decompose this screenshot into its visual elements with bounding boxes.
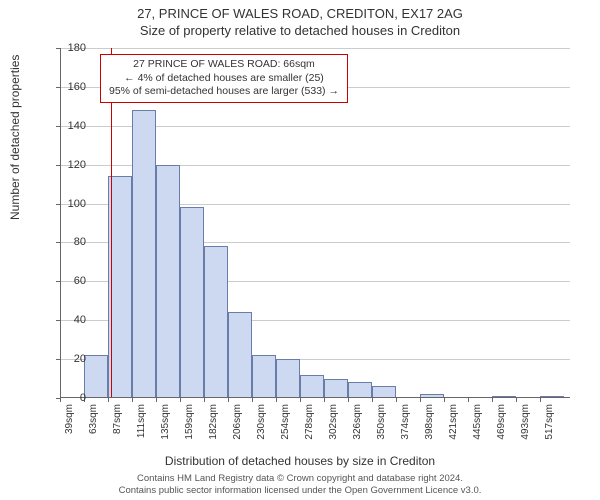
annotation-line: 95% of semi-detached houses are larger (… (109, 85, 339, 99)
x-tick-label: 350sqm (376, 404, 387, 444)
histogram-bar (252, 355, 276, 398)
x-tick-mark (372, 398, 373, 402)
grid-line (60, 48, 570, 49)
x-tick-label: 493sqm (520, 404, 531, 444)
x-tick-mark (228, 398, 229, 402)
x-tick-mark (492, 398, 493, 402)
x-tick-mark (180, 398, 181, 402)
x-tick-label: 326sqm (352, 404, 363, 444)
y-tick-label: 160 (60, 81, 86, 93)
x-tick-mark (276, 398, 277, 402)
x-tick-label: 39sqm (64, 404, 75, 444)
y-tick-label: 20 (60, 353, 86, 365)
x-tick-mark (348, 398, 349, 402)
x-tick-mark (540, 398, 541, 402)
y-tick-label: 0 (60, 392, 86, 404)
x-tick-mark (444, 398, 445, 402)
x-tick-label: 254sqm (280, 404, 291, 444)
histogram-bar (84, 355, 108, 398)
chart-title-sub: Size of property relative to detached ho… (0, 21, 600, 38)
x-tick-label: 159sqm (184, 404, 195, 444)
annotation-box: 27 PRINCE OF WALES ROAD: 66sqm← 4% of de… (100, 54, 348, 103)
x-tick-mark (420, 398, 421, 402)
x-tick-mark (300, 398, 301, 402)
x-tick-label: 421sqm (448, 404, 459, 444)
footer-line-2: Contains public sector information licen… (0, 485, 600, 497)
x-tick-mark (252, 398, 253, 402)
plot-area: 27 PRINCE OF WALES ROAD: 66sqm← 4% of de… (60, 48, 570, 398)
x-tick-mark (468, 398, 469, 402)
footer-line-1: Contains HM Land Registry data © Crown c… (0, 473, 600, 485)
histogram-bar (324, 379, 348, 398)
x-tick-mark (324, 398, 325, 402)
y-tick-label: 120 (60, 159, 86, 171)
x-tick-label: 445sqm (472, 404, 483, 444)
x-tick-label: 206sqm (232, 404, 243, 444)
x-tick-mark (396, 398, 397, 402)
x-tick-label: 182sqm (208, 404, 219, 444)
x-tick-label: 398sqm (424, 404, 435, 444)
annotation-line: 27 PRINCE OF WALES ROAD: 66sqm (109, 58, 339, 72)
footer-attribution: Contains HM Land Registry data © Crown c… (0, 473, 600, 497)
x-tick-label: 302sqm (328, 404, 339, 444)
y-tick-label: 100 (60, 198, 86, 210)
chart-title-main: 27, PRINCE OF WALES ROAD, CREDITON, EX17… (0, 0, 600, 21)
histogram-bar (300, 375, 324, 398)
histogram-bar (132, 110, 156, 398)
y-axis-line (60, 48, 61, 398)
x-tick-mark (156, 398, 157, 402)
histogram-bar (156, 165, 180, 398)
x-tick-label: 374sqm (400, 404, 411, 444)
histogram-bar (228, 312, 252, 398)
y-tick-label: 80 (60, 236, 86, 248)
y-tick-label: 140 (60, 120, 86, 132)
x-tick-mark (132, 398, 133, 402)
x-tick-label: 278sqm (304, 404, 315, 444)
histogram-bar (180, 207, 204, 398)
histogram-bar (276, 359, 300, 398)
x-tick-label: 230sqm (256, 404, 267, 444)
x-axis-line (60, 397, 570, 398)
x-tick-label: 63sqm (88, 404, 99, 444)
histogram-bar (204, 246, 228, 398)
y-tick-label: 40 (60, 314, 86, 326)
x-tick-label: 87sqm (112, 404, 123, 444)
x-tick-label: 135sqm (160, 404, 171, 444)
y-tick-label: 60 (60, 275, 86, 287)
x-tick-label: 111sqm (136, 404, 147, 444)
x-axis-label: Distribution of detached houses by size … (0, 454, 600, 468)
x-tick-mark (204, 398, 205, 402)
y-tick-label: 180 (60, 42, 86, 54)
x-tick-mark (516, 398, 517, 402)
x-tick-label: 469sqm (496, 404, 507, 444)
x-tick-mark (108, 398, 109, 402)
annotation-line: ← 4% of detached houses are smaller (25) (109, 72, 339, 86)
histogram-bar (348, 382, 372, 398)
y-axis-label: Number of detached properties (8, 55, 22, 220)
x-tick-label: 517sqm (544, 404, 555, 444)
